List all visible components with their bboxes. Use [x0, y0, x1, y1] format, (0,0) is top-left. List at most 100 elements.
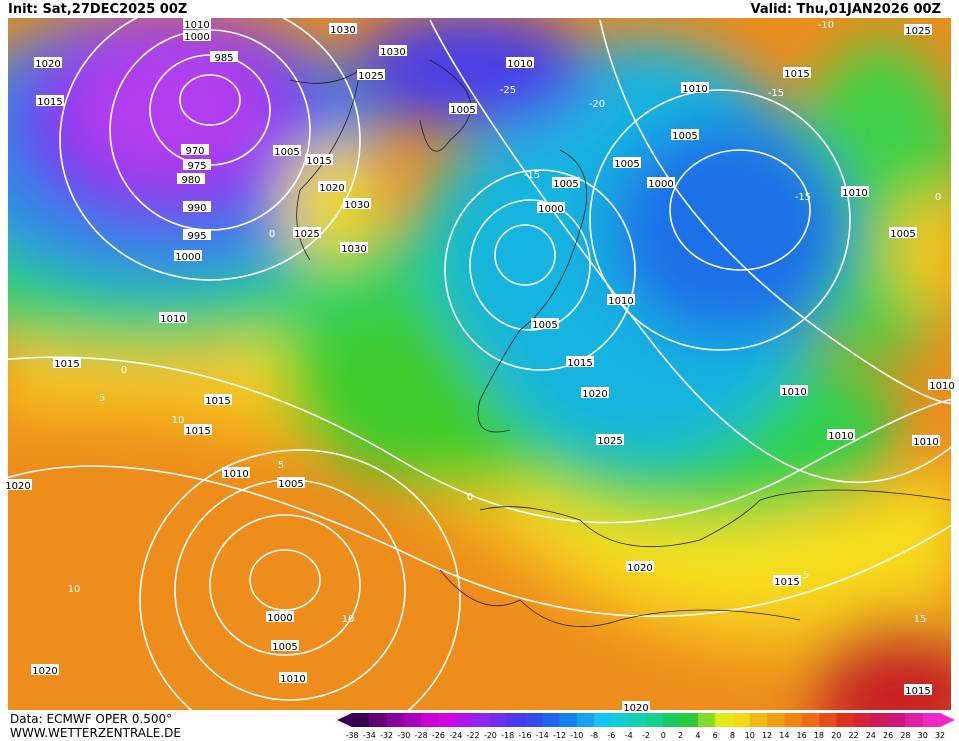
scale-swatch — [646, 713, 664, 727]
scale-label: -4 — [625, 731, 633, 740]
scale-swatch — [438, 713, 457, 727]
scale-swatch — [870, 713, 889, 727]
pressure-label: 1020 — [623, 703, 648, 714]
pressure-label-bg — [183, 201, 211, 212]
pressure-label: 1015 — [54, 359, 79, 370]
scale-label: -28 — [415, 731, 428, 740]
scale-swatch — [818, 713, 837, 727]
scale-swatch — [594, 713, 612, 727]
pressure-label-bg — [379, 45, 407, 56]
pressure-label-bg — [177, 173, 205, 184]
pressure-label-bg — [181, 144, 209, 155]
scale-swatch — [836, 713, 855, 727]
scale-label: -8 — [590, 731, 598, 740]
pressure-label: 1010 — [160, 314, 185, 325]
scale-label: 20 — [831, 731, 841, 740]
temperature-label: -15 — [795, 192, 811, 203]
pressure-label-bg — [277, 477, 305, 488]
pressure-label: 1005 — [672, 131, 697, 142]
pressure-label-bg — [36, 95, 64, 106]
map-title: Bodendr. (hPa) und 850 hPa Temperatur (°… — [303, 3, 657, 19]
pressure-label: 1020 — [582, 389, 607, 400]
scale-label: -16 — [518, 731, 531, 740]
temperature-label: -15 — [768, 88, 784, 99]
scale-label: -6 — [607, 731, 615, 740]
pressure-label-bg — [626, 561, 654, 572]
temperature-label: 0 — [269, 229, 275, 240]
pressure-label: 1015 — [37, 97, 62, 108]
pressure-label: 1030 — [344, 200, 369, 211]
scale-label: -14 — [536, 731, 549, 740]
pressure-label: 1015 — [784, 69, 809, 80]
scale-swatch — [628, 713, 647, 727]
pressure-label-bg — [647, 177, 675, 188]
pressure-label-bg — [204, 394, 232, 405]
scale-label: 22 — [848, 731, 858, 740]
pressure-label-bg — [596, 434, 624, 445]
pressure-label: 1000 — [184, 32, 209, 43]
pressure-label: 1000 — [648, 179, 673, 190]
scale-label: -26 — [432, 731, 445, 740]
pressure-label: 985 — [214, 53, 233, 64]
pressure-label: 1005 — [278, 479, 303, 490]
scale-label: -30 — [397, 731, 410, 740]
scale-swatch — [611, 713, 630, 727]
pressure-label: 1025 — [597, 436, 622, 447]
temperature-label: -15 — [524, 170, 540, 181]
scale-swatch — [801, 713, 820, 727]
pressure-label-bg — [622, 701, 650, 712]
temperature-label: 10 — [172, 415, 185, 426]
pressure-label-bg — [34, 57, 62, 68]
pressure-label-bg — [343, 198, 371, 209]
pressure-label: 1005 — [274, 147, 299, 158]
temperature-label: 5 — [803, 570, 809, 581]
scale-label: 24 — [866, 731, 876, 740]
scale-label: 4 — [695, 731, 700, 740]
scale-swatch — [680, 713, 699, 727]
scale-swatch — [403, 713, 422, 727]
pressure-label: 1000 — [175, 252, 200, 263]
pressure-label: 1025 — [358, 71, 383, 82]
scale-label: -12 — [553, 731, 566, 740]
pressure-label-bg — [53, 357, 81, 368]
scale-label: -34 — [363, 731, 376, 740]
scale-label: 14 — [779, 731, 789, 740]
scale-label: 0 — [661, 731, 666, 740]
pressure-label: 1015 — [567, 358, 592, 369]
pressure-label: 1010 — [781, 387, 806, 398]
pressure-label: 975 — [187, 161, 206, 172]
pressure-label-bg — [566, 356, 594, 367]
pressure-label-bg — [827, 429, 855, 440]
pressure-label: 1015 — [905, 686, 930, 697]
pressure-label-bg — [904, 684, 932, 695]
pressure-label-bg — [537, 202, 565, 213]
pressure-label: 1030 — [380, 47, 405, 58]
scale-label: -20 — [484, 731, 497, 740]
scale-swatch — [421, 713, 439, 727]
temperature-label: 0 — [121, 365, 127, 376]
scale-arrow — [940, 713, 955, 727]
pressure-label: 1020 — [32, 666, 57, 677]
pressure-label-bg — [318, 181, 346, 192]
pressure-label: 1015 — [774, 577, 799, 588]
temperature-label: 15 — [914, 614, 927, 625]
scale-swatch — [542, 713, 561, 727]
scale-label: -22 — [467, 731, 480, 740]
scale-swatch — [455, 713, 474, 727]
scale-swatch — [352, 713, 370, 727]
scale-label: 2 — [678, 731, 683, 740]
pressure-label: 1000 — [538, 204, 563, 215]
pressure-label-bg — [607, 294, 635, 305]
data-source: Data: ECMWF OPER 0.500° — [10, 712, 172, 726]
scale-swatch — [784, 713, 803, 727]
pressure-label-bg — [912, 435, 940, 446]
pressure-label: 1010 — [184, 20, 209, 31]
pressure-label-bg — [222, 467, 250, 478]
pressure-label: 1010 — [682, 84, 707, 95]
pressure-label: 1010 — [842, 188, 867, 199]
scale-label: 32 — [935, 731, 945, 740]
scale-label: 8 — [730, 731, 735, 740]
scale-label: 16 — [797, 731, 807, 740]
pressure-label-bg — [780, 385, 808, 396]
